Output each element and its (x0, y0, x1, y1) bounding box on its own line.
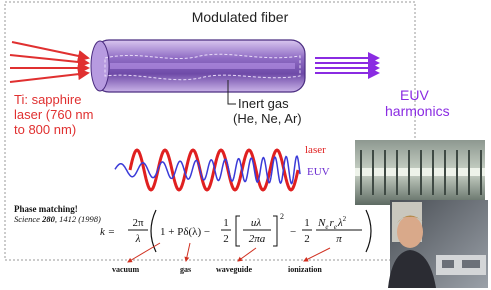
eq-lhs: k = (100, 226, 115, 238)
term-labels: vacuum gas waveguide ionization (112, 265, 322, 274)
term-label: ionization (288, 265, 322, 274)
paren (366, 210, 371, 252)
photo-detail (396, 150, 398, 195)
photo-detail (444, 150, 446, 195)
term-label: waveguide (216, 265, 252, 274)
output-label-line: harmonics (385, 103, 450, 119)
lab-photo (388, 200, 488, 288)
citation-headline: Phase matching! (14, 204, 78, 214)
output-label-line: EUV (400, 87, 429, 103)
eq-operator: − (290, 226, 296, 238)
pages: , 1412 (1998) (55, 214, 101, 224)
euv-legend: EUV (307, 166, 330, 178)
input-label-line: laser (760 nm (14, 107, 93, 122)
photo-detail (420, 150, 422, 195)
eq-den: π (336, 233, 342, 245)
eq-den: λ (135, 233, 141, 245)
eq-den: 2πa (249, 233, 266, 245)
photo-detail (468, 150, 470, 195)
title: Modulated fiber (192, 9, 289, 25)
slide: Modulated fiber Ti: sapphire laser (760 … (0, 0, 491, 290)
gas-label-line: (He, Ne, Ar) (233, 111, 302, 126)
gas-label-line: Inert gas (238, 96, 289, 111)
eq-num: uλ (251, 217, 262, 229)
photo-detail (432, 150, 434, 195)
bracket (236, 216, 240, 246)
photo-detail (456, 150, 458, 195)
eq-num: Nereλ2 (317, 215, 347, 231)
photo-detail (360, 150, 362, 195)
eq-den: 2 (304, 233, 310, 245)
eq-den: 2 (223, 233, 229, 245)
input-arrows (10, 42, 88, 82)
journal: Science (14, 214, 40, 224)
term-label: gas (180, 265, 191, 274)
fiber (91, 40, 305, 92)
eq-term: 1 + Pδ(λ) − (160, 226, 210, 238)
output-label: EUV harmonics (385, 87, 450, 119)
output-arrows (315, 58, 378, 73)
equation: k = 2π λ 1 + Pδ(λ) − 1 2 uλ 2πa 2 − 1 2 … (100, 210, 371, 252)
photo-detail (384, 150, 386, 195)
photo-detail (372, 150, 374, 195)
laser-legend: laser (305, 144, 326, 156)
photo-detail (480, 150, 482, 195)
input-label: Ti: sapphire laser (760 nm to 800 nm) (14, 92, 97, 137)
eq-num: 2π (132, 217, 144, 229)
eq-exponent: 2 (343, 215, 347, 223)
citation: Science 280, 1412 (1998) (14, 214, 101, 224)
input-label-line: Ti: sapphire (14, 92, 81, 107)
eq-exponent: 2 (280, 212, 284, 221)
input-label-line: to 800 nm) (14, 122, 76, 137)
fiber-photo (355, 140, 485, 205)
photo-detail (408, 150, 410, 195)
volume: 280 (41, 214, 56, 224)
eq-num: 1 (304, 217, 310, 229)
term-arrows (128, 243, 330, 262)
bracket (273, 216, 277, 246)
term-label: vacuum (112, 265, 139, 274)
eq-num: 1 (223, 217, 229, 229)
gas-label: Inert gas (He, Ne, Ar) (233, 96, 302, 126)
